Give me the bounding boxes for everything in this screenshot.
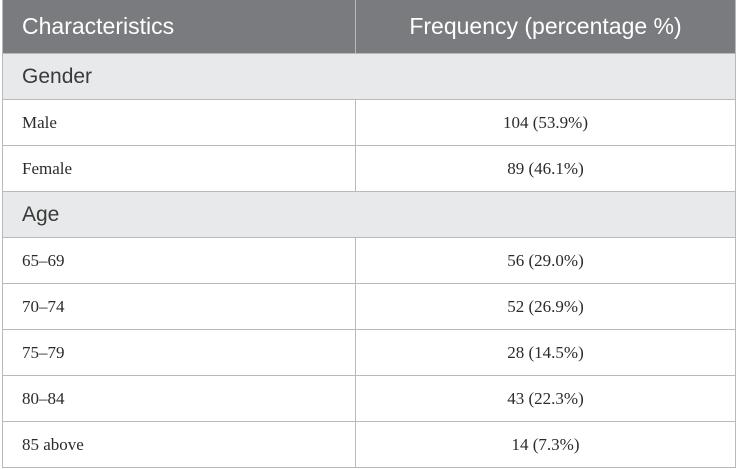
row-value: 52 (26.9%) [355, 283, 736, 330]
row-label: 65–69 [2, 237, 356, 284]
table-row: 70–74 52 (26.9%) [2, 283, 736, 330]
table-row: Female 89 (46.1%) [2, 145, 736, 192]
row-value: 14 (7.3%) [355, 421, 736, 468]
row-label: Male [2, 99, 356, 146]
row-value: 89 (46.1%) [355, 145, 736, 192]
section-title: Gender [2, 53, 736, 100]
row-label: 75–79 [2, 329, 356, 376]
row-label: 80–84 [2, 375, 356, 422]
column-header-frequency: Frequency (percentage %) [355, 0, 736, 54]
table-row: 65–69 56 (29.0%) [2, 237, 736, 284]
table-row: 75–79 28 (14.5%) [2, 329, 736, 376]
table-row: 80–84 43 (22.3%) [2, 375, 736, 422]
row-label: 70–74 [2, 283, 356, 330]
section-row-gender: Gender [2, 53, 736, 100]
header-row: Characteristics Frequency (percentage %) [2, 0, 736, 54]
section-title: Age [2, 191, 736, 238]
table-row: 85 above 14 (7.3%) [2, 421, 736, 468]
row-value: 56 (29.0%) [355, 237, 736, 284]
column-header-characteristics: Characteristics [2, 0, 356, 54]
row-label: 85 above [2, 421, 356, 468]
row-value: 43 (22.3%) [355, 375, 736, 422]
table-row: Male 104 (53.9%) [2, 99, 736, 146]
section-row-age: Age [2, 191, 736, 238]
row-value: 104 (53.9%) [355, 99, 736, 146]
row-label: Female [2, 145, 356, 192]
row-value: 28 (14.5%) [355, 329, 736, 376]
